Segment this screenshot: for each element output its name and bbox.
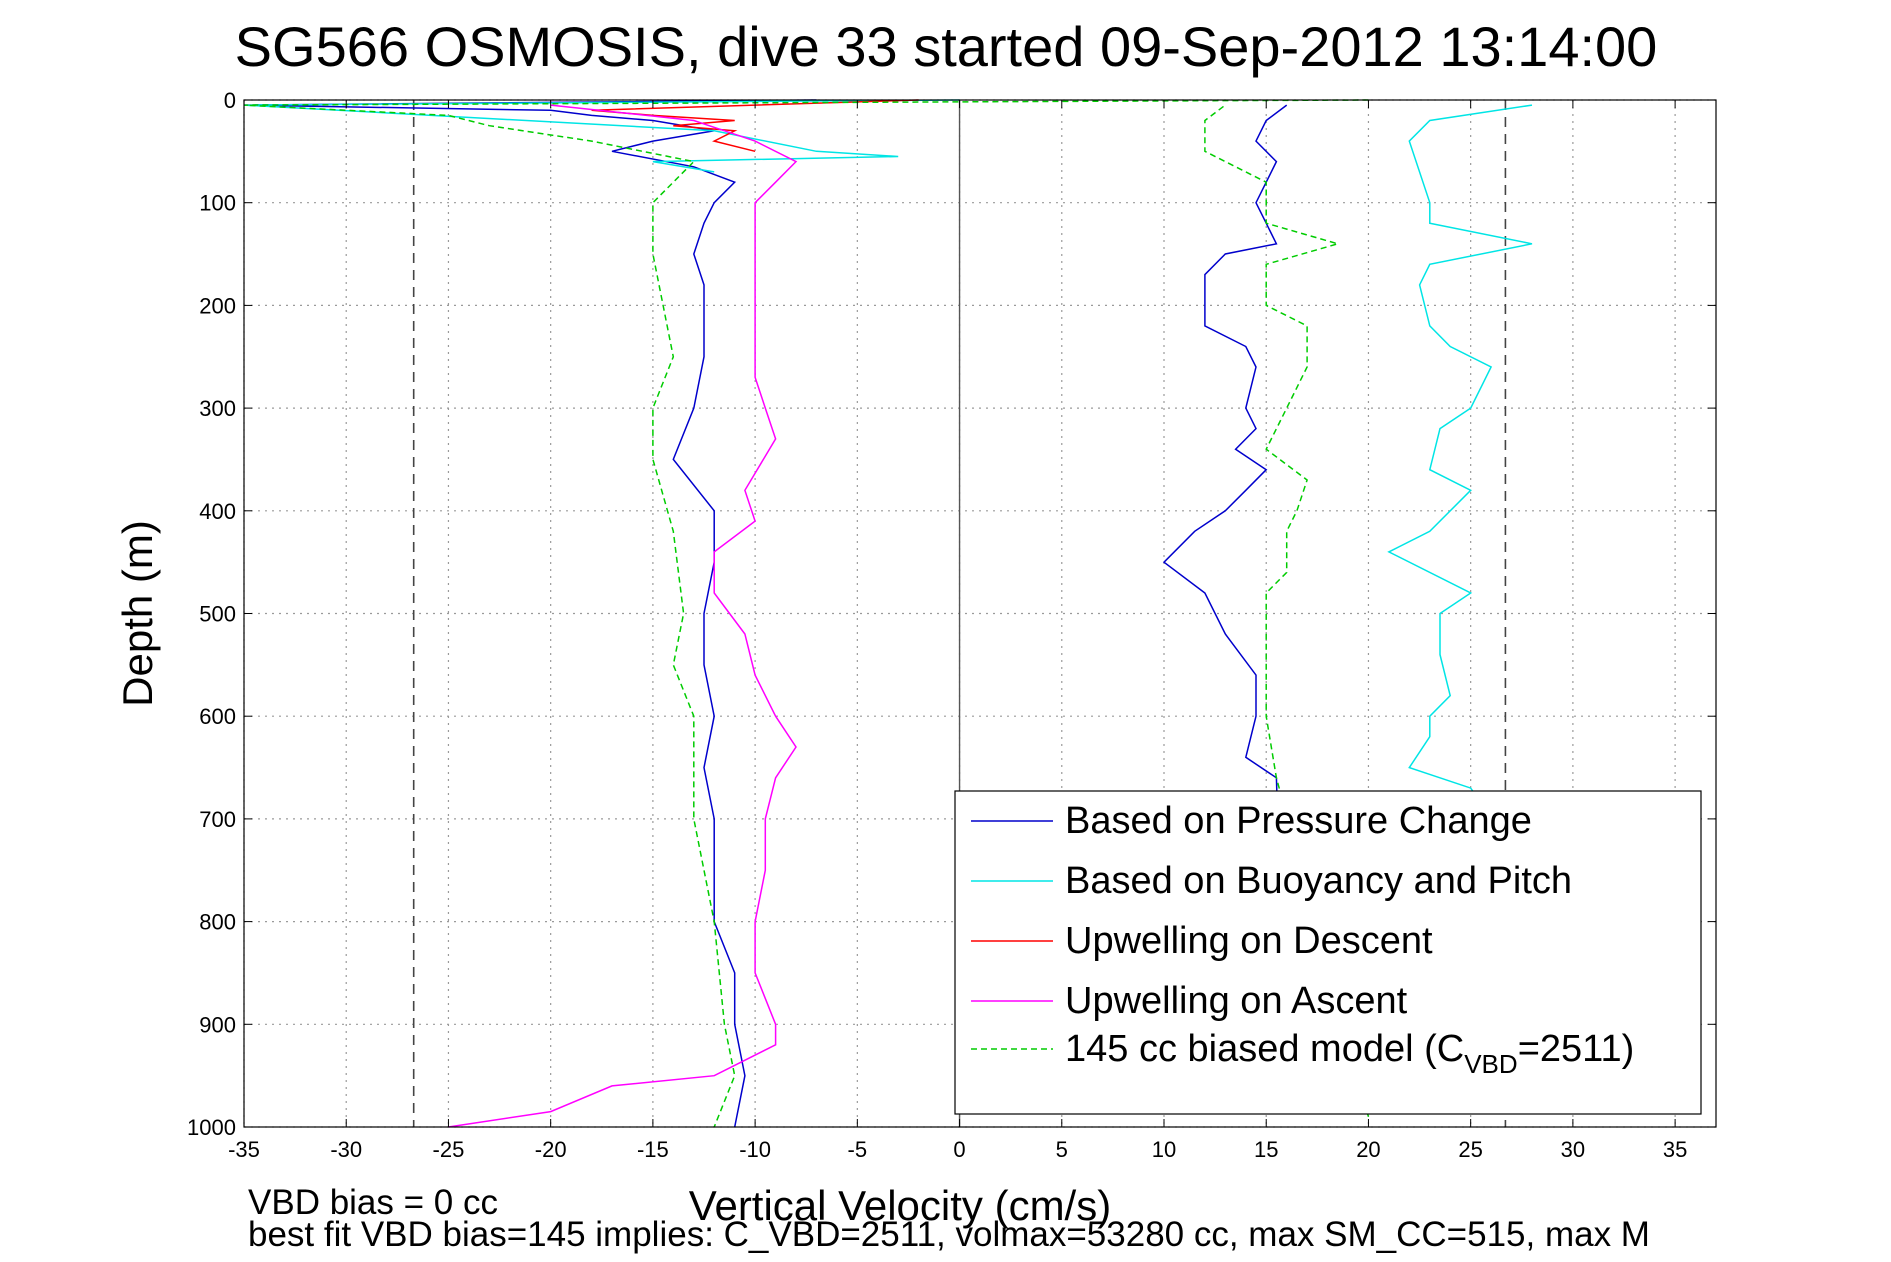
- x-tick-label: 30: [1561, 1137, 1585, 1162]
- y-tick-label: 200: [199, 293, 236, 318]
- y-tick-label: 800: [199, 910, 236, 935]
- series-line-3: [1387, 104, 1697, 1113]
- series-line-0: [243, 99, 817, 1128]
- legend-box: [954, 790, 1702, 1115]
- legend-suffix: =2511): [1518, 1028, 1635, 1070]
- series-group: [243, 99, 1697, 1128]
- x-tick-label: -25: [433, 1137, 465, 1162]
- x-tick-label: 20: [1356, 1137, 1380, 1162]
- chart-title: SG566 OSMOSIS, dive 33 started 09-Sep-20…: [235, 15, 1658, 78]
- x-tick-label: 5: [1056, 1137, 1068, 1162]
- x-tick-label: 35: [1663, 1137, 1687, 1162]
- y-tick-label: 600: [199, 704, 236, 729]
- y-tick-label: 0: [224, 88, 236, 113]
- footer-line-1: VBD bias = 0 cc: [248, 1183, 498, 1222]
- x-tick-label: -15: [637, 1137, 669, 1162]
- legend-label: Based on Buoyancy and Pitch: [1065, 860, 1572, 902]
- series-line-6: [243, 99, 1369, 1128]
- y-tick-label: 700: [199, 807, 236, 832]
- x-tick-label: 0: [953, 1137, 965, 1162]
- series-line-5: [448, 104, 798, 1128]
- y-tick-label: 1000: [187, 1115, 236, 1140]
- x-tick-label: -30: [330, 1137, 362, 1162]
- legend-subscript: VBD: [1464, 1049, 1517, 1079]
- x-axis-label: Vertical Velocity (cm/s): [689, 1182, 1111, 1229]
- x-tick-label: -35: [228, 1137, 260, 1162]
- legend-label: Upwelling on Descent: [1065, 920, 1433, 962]
- x-tick-label: 10: [1152, 1137, 1176, 1162]
- x-tick-label: -20: [535, 1137, 567, 1162]
- series-line-1: [1162, 104, 1288, 1107]
- x-tick-label: -5: [848, 1137, 868, 1162]
- footer-line-2: best fit VBD bias=145 implies: C_VBD=251…: [248, 1215, 1650, 1254]
- legend: Based on Pressure Change Based on Buoyanc…: [954, 790, 1702, 1115]
- y-tick-label: 900: [199, 1012, 236, 1037]
- axis-ticks: -35 -30 -25 -20 -15 -10 -5 0 5 10 15 20 25 30 35 0 100 20…: [187, 88, 1716, 1162]
- x-tick-label: 15: [1254, 1137, 1278, 1162]
- y-tick-label: 300: [199, 396, 236, 421]
- legend-label: Based on Pressure Change: [1065, 800, 1532, 842]
- y-axis-label: Depth (m): [114, 520, 161, 707]
- legend-label: Upwelling on Ascent: [1065, 980, 1408, 1022]
- y-tick-label: 100: [199, 191, 236, 216]
- x-tick-label: 25: [1458, 1137, 1482, 1162]
- y-tick-label: 500: [199, 602, 236, 627]
- x-tick-label: -10: [739, 1137, 771, 1162]
- y-tick-label: 400: [199, 499, 236, 524]
